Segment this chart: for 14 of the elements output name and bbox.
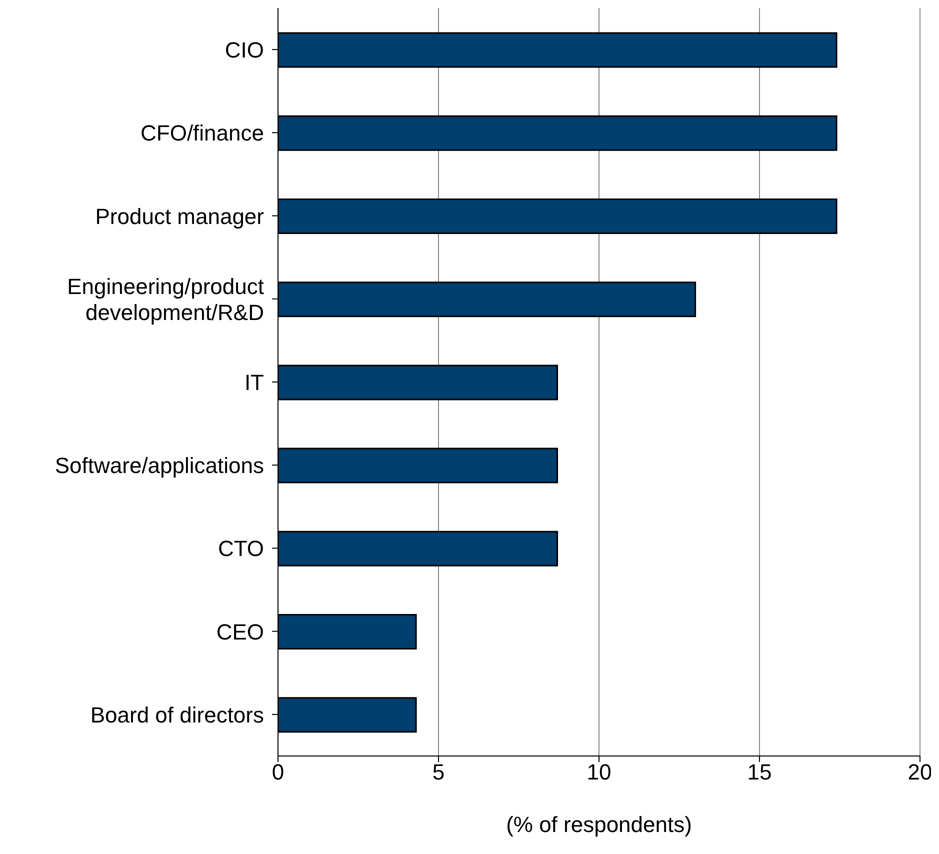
x-tick-label: 5 (432, 760, 445, 785)
y-tick-label: Product manager (95, 203, 264, 228)
y-tick-label: CFO/finance (140, 120, 264, 146)
y-tick-label: IT (244, 370, 264, 394)
x-tick-label: 0 (272, 760, 284, 785)
y-tick-label: CEO (216, 618, 264, 644)
x-tick-label: 10 (586, 760, 612, 785)
x-tick-label: 15 (747, 760, 772, 785)
y-tick-label: Software/applications (54, 452, 264, 478)
y-tick-label: CIO (224, 37, 264, 62)
y-tick-label: Board of directors (90, 702, 264, 727)
x-axis-title: (% of respondents) (506, 812, 692, 837)
y-tick-label: Engineering/product development/R&D (67, 273, 264, 324)
y-tick-label: CTO (218, 536, 264, 561)
